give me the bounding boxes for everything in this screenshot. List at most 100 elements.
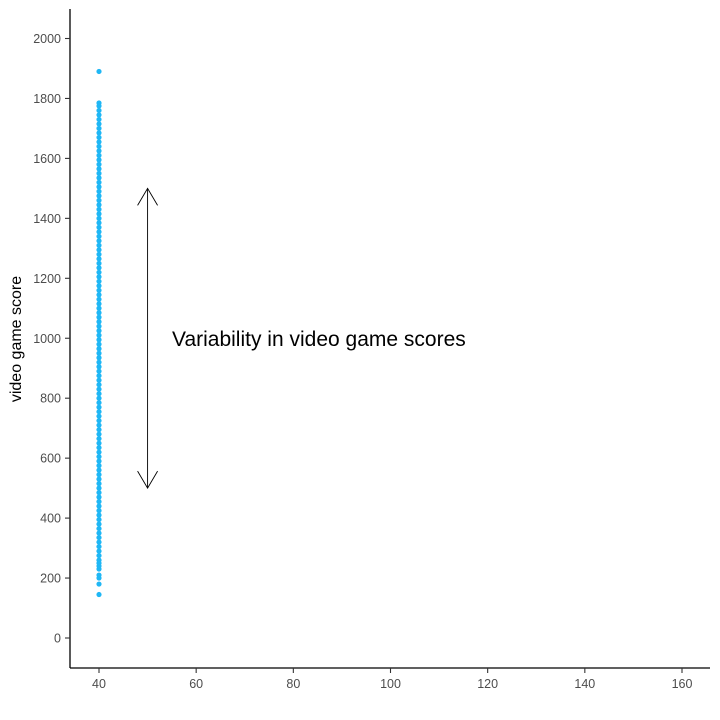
data-point [96, 445, 102, 451]
data-point [96, 521, 102, 527]
data-point [96, 341, 102, 347]
data-point [96, 591, 102, 598]
data-point [96, 503, 102, 509]
data-point [96, 283, 102, 289]
data-point [96, 516, 102, 523]
data-point [96, 274, 102, 280]
data-point [96, 552, 102, 559]
data-point [96, 130, 102, 136]
data-point [96, 476, 102, 482]
data-point [96, 431, 102, 437]
data-point [96, 292, 102, 298]
data-point [96, 265, 102, 271]
y-tick-label: 800 [40, 392, 61, 406]
data-point [96, 404, 102, 410]
data-point [96, 206, 102, 212]
data-point [96, 581, 102, 587]
x-tick-label: 80 [286, 677, 300, 691]
data-point [96, 525, 102, 532]
data-point [96, 112, 102, 118]
data-point [96, 557, 102, 563]
data-point [96, 157, 102, 163]
data-point [96, 238, 102, 244]
data-point [96, 148, 102, 154]
data-point [96, 346, 102, 352]
x-tick-label: 120 [477, 677, 498, 691]
y-tick-label: 1800 [33, 92, 61, 106]
data-point [96, 139, 102, 145]
data-point [96, 409, 102, 415]
data-point [96, 463, 102, 469]
data-point [96, 287, 102, 293]
data-point [96, 301, 102, 307]
data-point [96, 143, 102, 150]
data-point [96, 539, 102, 545]
data-point [96, 454, 102, 460]
data-point [96, 440, 102, 446]
data-point [96, 364, 102, 370]
data-point [96, 278, 102, 284]
y-tick-label: 400 [40, 512, 61, 526]
data-point [96, 152, 102, 159]
data-point [96, 233, 102, 239]
data-point [96, 188, 102, 194]
data-point [96, 193, 102, 199]
data-point [96, 395, 102, 401]
data-point [96, 314, 102, 320]
data-point [96, 458, 102, 464]
data-point [96, 211, 102, 217]
y-tick-label: 200 [40, 572, 61, 586]
data-point [96, 467, 102, 473]
data-point [96, 161, 102, 167]
data-point [96, 572, 102, 578]
data-point [96, 422, 102, 428]
data-point [96, 175, 102, 181]
data-point [96, 220, 102, 226]
x-tick-label: 140 [574, 677, 595, 691]
data-point [96, 260, 102, 266]
arrow-head-top [137, 187, 158, 206]
data-point [96, 184, 102, 190]
data-point [96, 472, 102, 478]
data-point [96, 499, 102, 505]
data-point [96, 247, 102, 253]
data-point [96, 373, 102, 379]
data-point [96, 508, 102, 514]
data-point [96, 436, 102, 442]
x-tick-label: 40 [92, 677, 106, 691]
x-tick-label: 160 [672, 677, 693, 691]
data-point [96, 323, 102, 329]
data-point [96, 107, 102, 114]
y-tick-label: 2000 [33, 32, 61, 46]
data-point [96, 170, 102, 176]
data-point [96, 116, 102, 123]
data-point [96, 100, 102, 106]
data-point [96, 530, 102, 536]
y-tick-label: 600 [40, 452, 61, 466]
data-point [96, 481, 102, 487]
data-point [96, 494, 102, 500]
data-point [96, 413, 102, 419]
data-point [96, 332, 102, 338]
data-point [96, 485, 102, 491]
data-point [96, 229, 102, 235]
data-point [96, 125, 102, 132]
data-point [96, 202, 102, 208]
data-point [96, 305, 102, 311]
data-point [96, 296, 102, 302]
data-point [96, 166, 102, 172]
x-axis-ticks: 40 60 80 100 120 140 160 [92, 668, 692, 691]
data-point [96, 121, 102, 127]
data-point [96, 134, 102, 141]
data-point [96, 377, 102, 383]
y-axis-ticks: 0 200 400 600 800 1000 1200 1400 1600 1800 2000 [33, 32, 70, 646]
data-point [96, 328, 102, 334]
data-point [96, 68, 102, 75]
data-point [96, 242, 102, 248]
data-point [96, 418, 102, 424]
data-point [96, 310, 102, 316]
x-tick-label: 60 [189, 677, 203, 691]
y-tick-label: 1200 [33, 272, 61, 286]
